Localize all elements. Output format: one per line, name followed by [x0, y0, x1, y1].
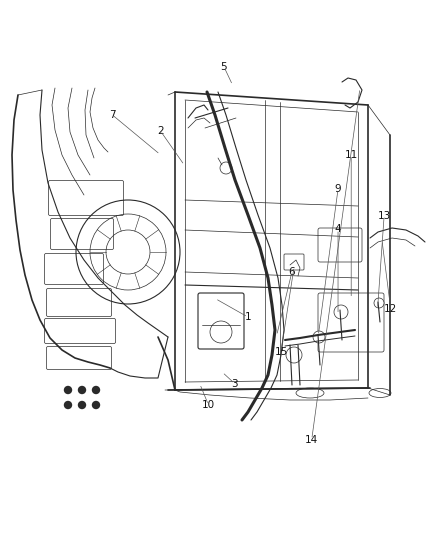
- Circle shape: [78, 401, 85, 408]
- Text: 13: 13: [377, 211, 390, 221]
- Text: 1: 1: [244, 312, 251, 322]
- Text: 2: 2: [156, 126, 163, 135]
- Circle shape: [64, 401, 71, 408]
- Circle shape: [312, 331, 324, 343]
- Circle shape: [373, 298, 383, 308]
- Circle shape: [78, 386, 85, 393]
- Text: 11: 11: [344, 150, 357, 159]
- Text: 10: 10: [201, 400, 215, 410]
- Text: 5: 5: [220, 62, 227, 71]
- Circle shape: [92, 386, 99, 393]
- Text: 9: 9: [334, 184, 341, 194]
- Text: 15: 15: [274, 347, 287, 357]
- Text: 6: 6: [288, 267, 295, 277]
- Text: 4: 4: [334, 224, 341, 234]
- Text: 7: 7: [108, 110, 115, 119]
- Circle shape: [64, 386, 71, 393]
- Text: 12: 12: [383, 304, 396, 314]
- Circle shape: [333, 305, 347, 319]
- Text: 3: 3: [231, 379, 238, 389]
- Circle shape: [92, 401, 99, 408]
- Text: 14: 14: [304, 435, 318, 445]
